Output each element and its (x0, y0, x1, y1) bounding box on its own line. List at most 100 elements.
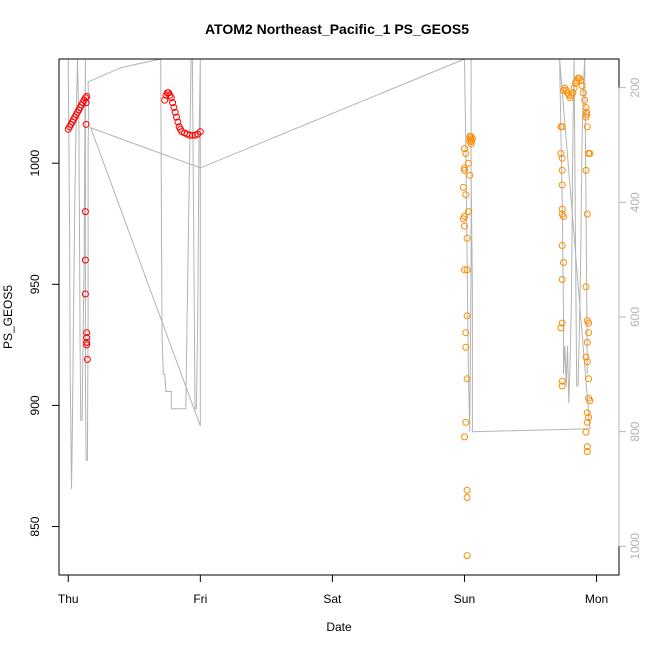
y-axis-label: PS_GEOS5 (1, 285, 15, 349)
data-point (186, 131, 194, 139)
data-point (462, 150, 470, 157)
data-point (583, 111, 591, 119)
data-point (461, 145, 468, 153)
y-tick-label: 950 (28, 274, 42, 294)
data-point (82, 99, 90, 107)
data-point (558, 210, 566, 218)
data-point (558, 319, 566, 327)
data-point (558, 123, 566, 131)
data-point (466, 133, 474, 140)
data-point (464, 159, 472, 167)
data-point (583, 358, 591, 366)
data-point (466, 171, 474, 179)
data-point (461, 266, 468, 274)
data-point (83, 329, 91, 337)
y2-tick-label: 800 (628, 421, 642, 441)
data-point (583, 210, 591, 218)
data-point (585, 319, 593, 327)
data-point (81, 94, 89, 102)
data-point (167, 94, 175, 102)
data-point (583, 443, 591, 451)
data-point (582, 428, 590, 436)
data-point (467, 140, 475, 148)
data-point (459, 183, 467, 191)
data-point (557, 150, 565, 157)
data-point (196, 128, 204, 136)
data-point (83, 355, 91, 363)
data-point (188, 131, 196, 139)
y2-tick-label: 200 (628, 77, 642, 97)
data-point (463, 552, 471, 560)
data-point (558, 181, 566, 189)
data-point (461, 433, 468, 441)
data-point (463, 312, 471, 320)
data-point (81, 208, 89, 216)
data-point (583, 409, 591, 417)
x-axis: Thu Fri Sat Sun Mon (58, 574, 608, 606)
chart-title: ATOM2 Northeast_Pacific_1 PS_GEOS5 (205, 21, 469, 37)
data-point (583, 108, 591, 116)
data-point (558, 377, 566, 385)
data-point (170, 104, 178, 111)
data-point (81, 256, 89, 264)
data-point (579, 89, 587, 97)
data-point (462, 329, 470, 337)
data-point (461, 166, 468, 174)
data-point (462, 418, 470, 426)
data-point (557, 324, 565, 332)
y-tick-label: 900 (28, 395, 42, 415)
x-tick-label: Mon (585, 592, 608, 606)
data-point (560, 259, 567, 266)
data-point (174, 118, 182, 126)
data-point (583, 418, 591, 426)
data-point (577, 77, 585, 85)
data-point (581, 96, 589, 104)
data-point (569, 89, 577, 97)
data-point (461, 213, 468, 220)
y2-tick-label: 600 (628, 307, 642, 327)
data-point (464, 208, 472, 216)
data-point (583, 338, 591, 346)
y2-tick-label: 1000 (628, 533, 642, 560)
data-point (462, 191, 470, 199)
y-axis: 850 900 950 1000 (28, 149, 60, 537)
data-point (83, 334, 91, 342)
x-tick-label: Fri (193, 592, 207, 606)
data-point (461, 222, 468, 230)
y-tick-label: 850 (28, 516, 42, 536)
data-point (173, 113, 180, 121)
reference-line (67, 59, 591, 490)
data-point (83, 338, 91, 346)
data-point (585, 375, 593, 383)
x-tick-label: Thu (58, 592, 79, 606)
data-point (171, 108, 179, 116)
y2-tick-label: 400 (628, 192, 642, 212)
data-point (558, 276, 566, 283)
data-point (585, 414, 593, 421)
data-point (582, 353, 590, 361)
data-point (463, 375, 471, 383)
data-point (81, 290, 89, 298)
data-point (586, 150, 594, 157)
data-point (463, 266, 471, 274)
data-point (582, 166, 590, 174)
data-points-layer (64, 74, 594, 560)
reference-line-layer (67, 59, 591, 490)
data-point (558, 154, 566, 162)
x-tick-label: Sat (323, 592, 342, 606)
data-point (83, 341, 91, 349)
data-point (558, 166, 566, 174)
data-point (463, 486, 471, 494)
data-point (582, 283, 590, 291)
data-point (578, 82, 586, 90)
data-point (583, 448, 591, 455)
secondary-y-axis: 200 400 600 800 1000 (618, 77, 642, 560)
data-point (462, 343, 470, 351)
data-point (582, 104, 590, 111)
x-tick-label: Sun (454, 592, 475, 606)
data-point (586, 397, 594, 405)
data-point (570, 84, 578, 92)
data-point (558, 242, 566, 249)
